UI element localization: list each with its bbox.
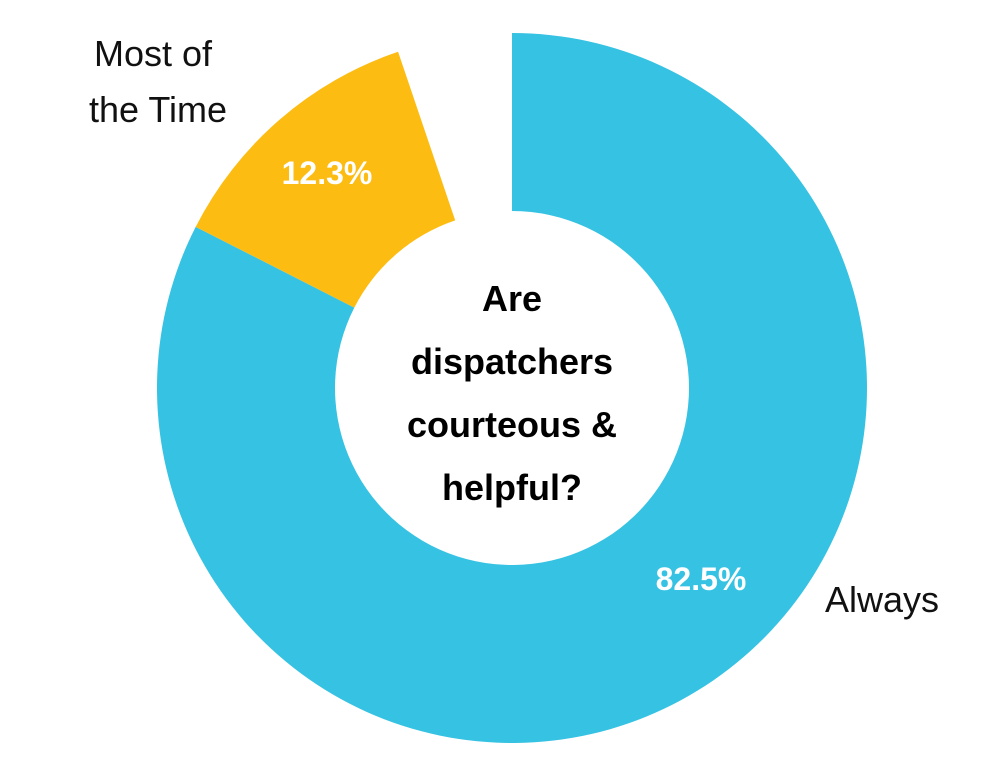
category-label-most-of-the-time-line-1: Most of bbox=[94, 33, 213, 74]
donut-slices bbox=[156, 33, 867, 743]
center-title-line-3: courteous & bbox=[407, 404, 617, 445]
value-label-most-of-the-time: 12.3% bbox=[282, 155, 373, 191]
center-title-line-2: dispatchers bbox=[411, 341, 613, 382]
slice-always bbox=[156, 33, 867, 743]
center-title: Are dispatchers courteous & helpful? bbox=[407, 278, 617, 508]
value-labels: 82.5% 12.3% bbox=[282, 155, 747, 597]
center-title-line-4: helpful? bbox=[442, 467, 582, 508]
category-label-always-line-1: Always bbox=[825, 579, 939, 620]
slice-most-of-the-time bbox=[195, 51, 456, 308]
category-labels: Always Most of the Time bbox=[89, 33, 939, 620]
category-label-most-of-the-time-line-2: the Time bbox=[89, 89, 227, 130]
value-label-always: 82.5% bbox=[656, 561, 747, 597]
center-title-line-1: Are bbox=[482, 278, 542, 319]
